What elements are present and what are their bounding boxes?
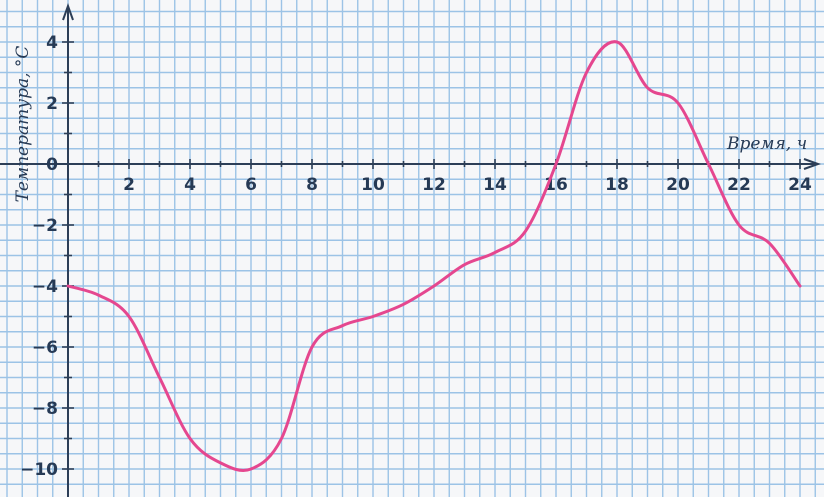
y-axis-arrow — [62, 3, 74, 21]
x-tick-label: 4 — [184, 175, 196, 195]
x-tick-label: 6 — [245, 175, 257, 195]
data-series — [66, 40, 802, 472]
axes — [0, 3, 821, 497]
x-axis-arrow — [803, 158, 821, 170]
x-tick-label: 24 — [788, 175, 812, 195]
x-tick-label: 10 — [361, 175, 385, 195]
x-tick-label: 22 — [727, 175, 751, 195]
x-tick-label: 14 — [483, 175, 507, 195]
temperature-line — [66, 40, 802, 472]
ticks — [62, 41, 801, 470]
y-tick-label: −4 — [32, 277, 58, 297]
y-axis-title: Температура, °C — [13, 46, 33, 203]
x-axis-title: Время, ч — [726, 134, 807, 154]
y-tick-label: 2 — [46, 94, 58, 114]
x-tick-label: 20 — [666, 175, 690, 195]
y-tick-label: −2 — [32, 216, 58, 236]
y-tick-label: −10 — [20, 460, 58, 480]
x-tick-label: 12 — [422, 175, 446, 195]
y-tick-label: −8 — [32, 399, 58, 419]
x-tick-label: 8 — [306, 175, 318, 195]
x-tick-label: 2 — [123, 175, 135, 195]
x-tick-label: 18 — [605, 175, 629, 195]
y-tick-label: 4 — [46, 33, 58, 53]
y-tick-label: 0 — [46, 155, 58, 175]
y-tick-label: −6 — [32, 338, 58, 358]
